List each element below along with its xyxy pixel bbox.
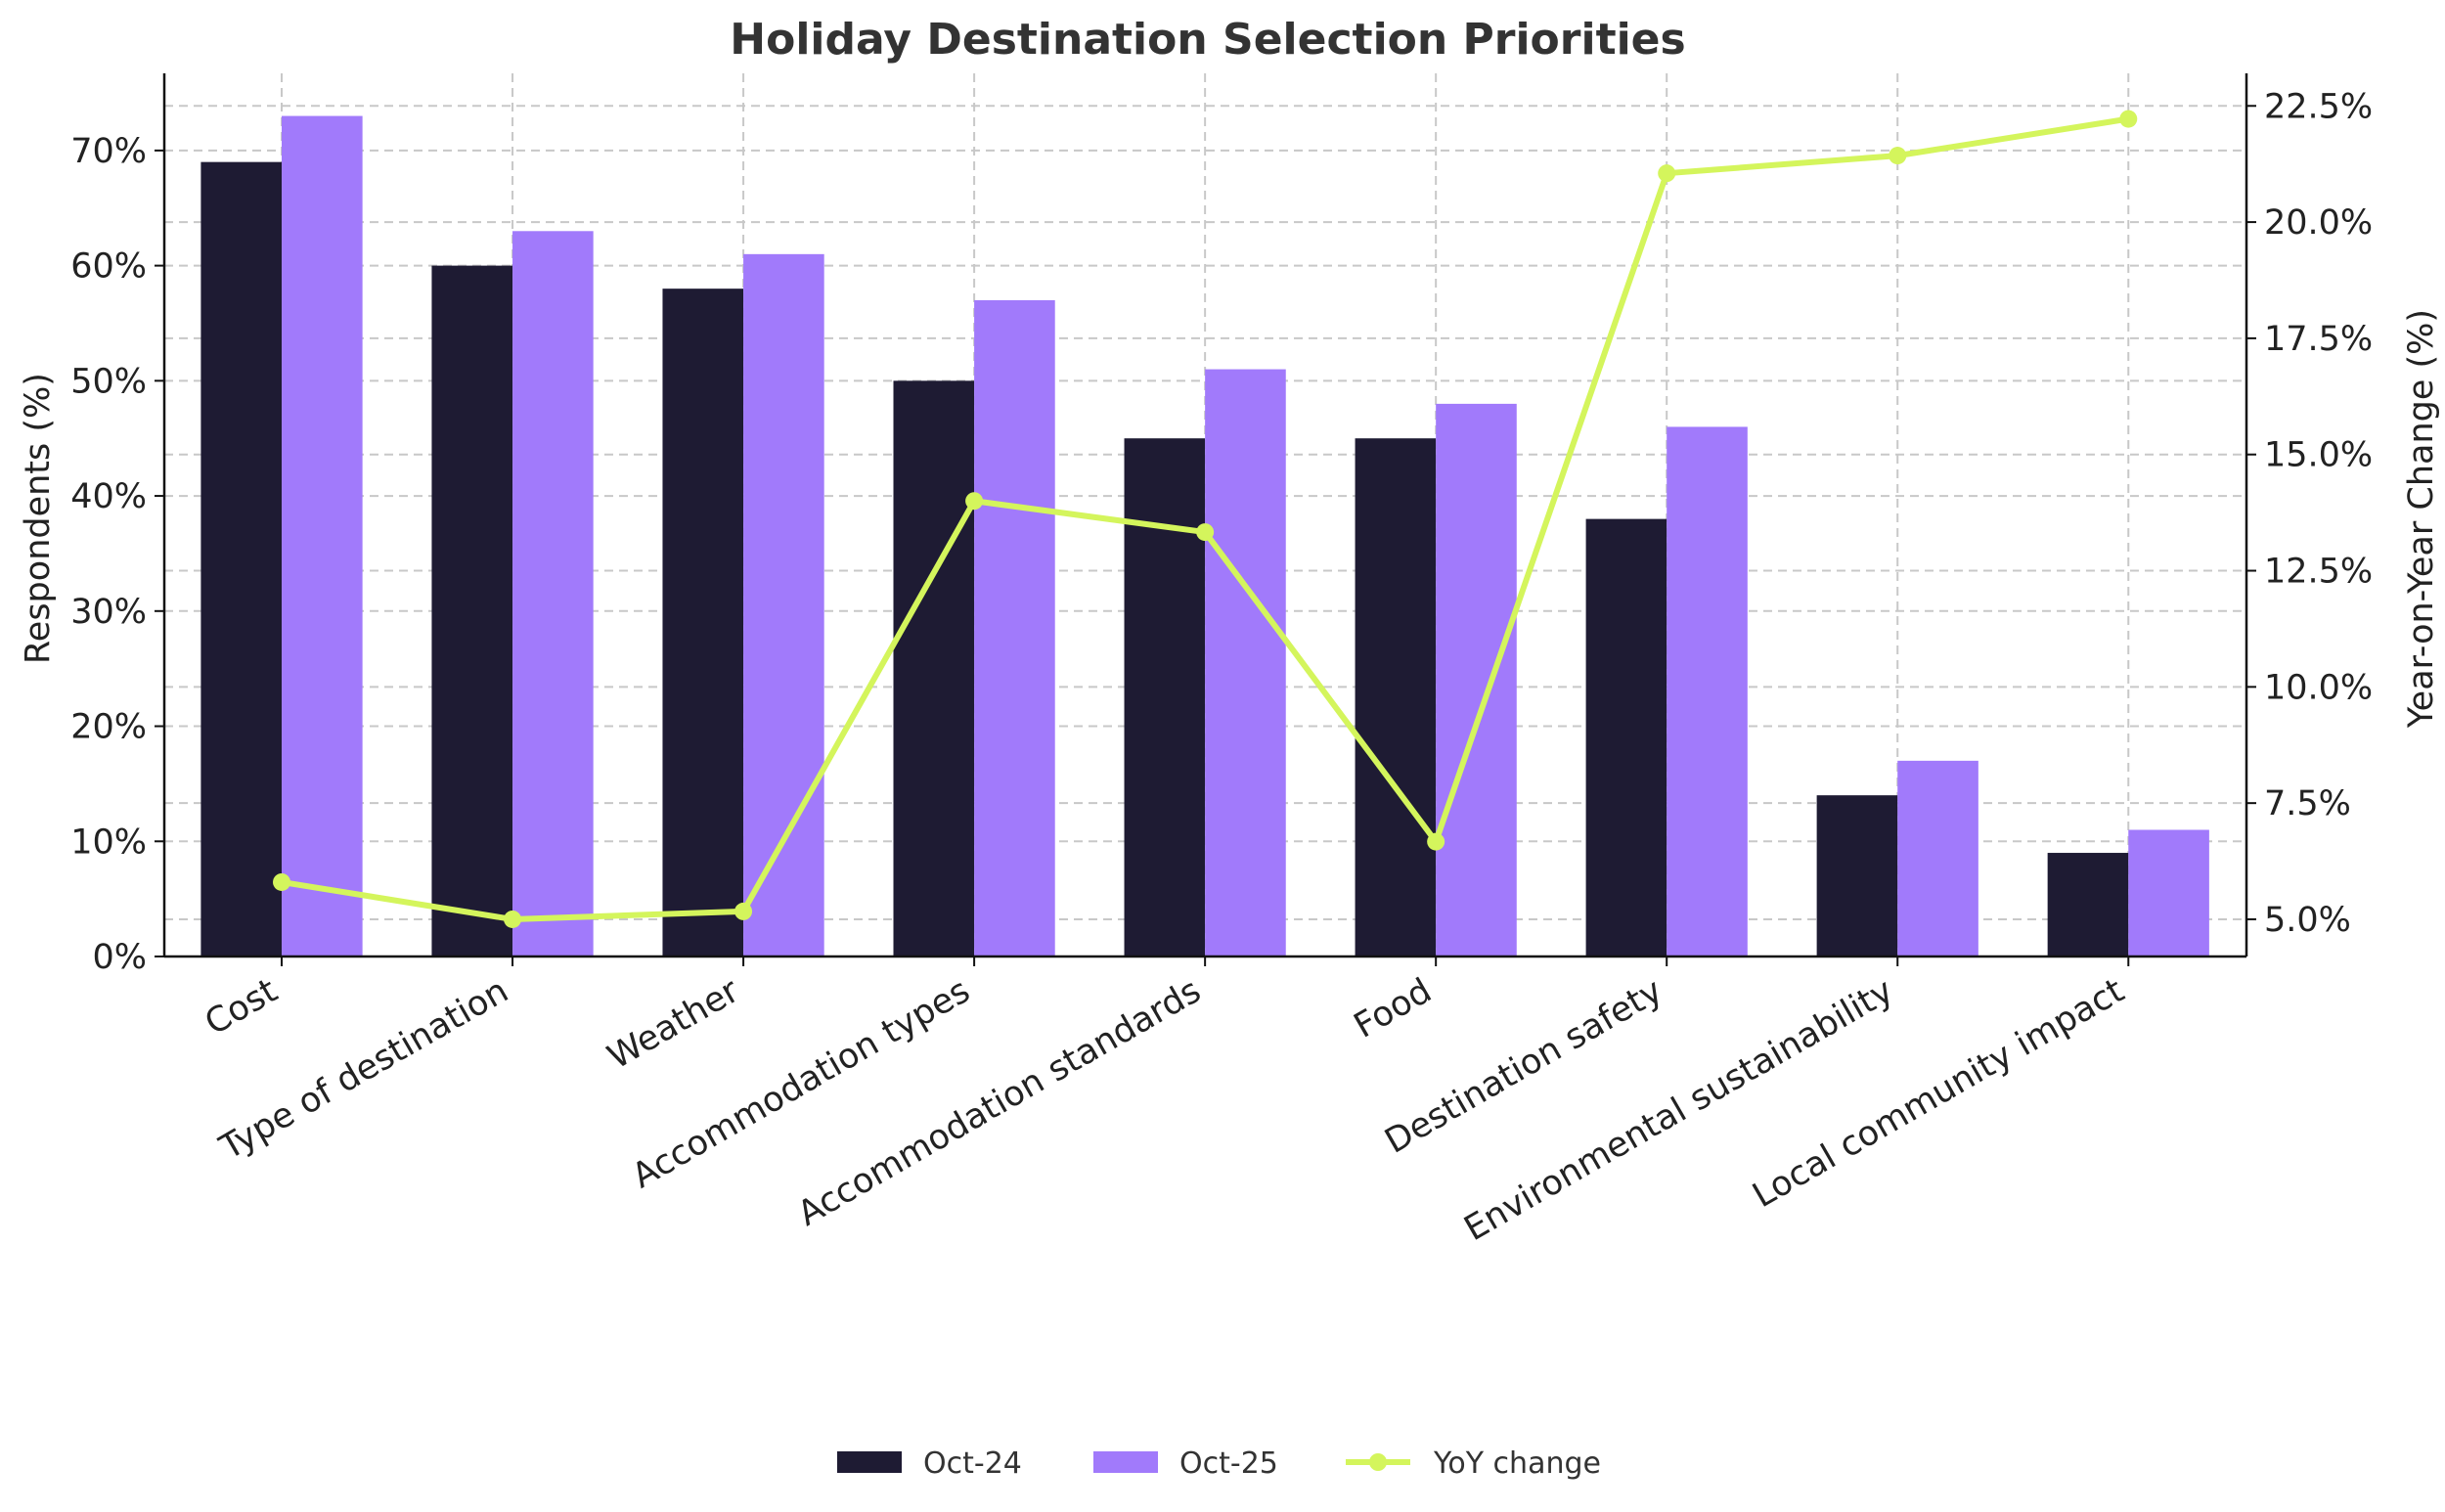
x-tick-label: Accommodation standards (791, 971, 1207, 1234)
bar-oct-25-3 (974, 299, 1055, 956)
bar-oct-24-5 (1355, 438, 1437, 956)
bar-oct-25-6 (1667, 426, 1748, 957)
y-tick-label: 70% (70, 132, 147, 171)
yoy-point-0 (273, 872, 291, 891)
bar-oct-25-1 (512, 231, 594, 956)
y-tick-label: 60% (70, 247, 147, 287)
bar-oct-24-1 (431, 265, 513, 957)
bar-oct-24-8 (2047, 853, 2129, 956)
x-tick-label: Cost (199, 971, 284, 1044)
y2-tick-label: 10.0% (2264, 668, 2373, 707)
legend-label-yoy: YoY change (1433, 1446, 1601, 1481)
yoy-point-2 (734, 902, 753, 920)
y2-axis-label: Year-on-Year Change (%) (2402, 309, 2441, 729)
y-tick-label: 30% (70, 593, 147, 632)
yoy-point-1 (504, 910, 522, 928)
legend-swatch-oct-25 (1093, 1451, 1158, 1473)
bar-oct-24-0 (200, 161, 283, 956)
yoy-point-4 (1196, 523, 1215, 542)
bar-oct-25-0 (282, 115, 363, 957)
y2-tick-label: 17.5% (2264, 320, 2373, 359)
x-tick-label: Food (1348, 971, 1439, 1046)
x-tick-label: Local community impact (1747, 971, 2131, 1216)
bar-oct-25-7 (1897, 760, 1978, 956)
legend: Oct-24 Oct-25 YoY change (837, 1446, 1601, 1481)
bar-oct-25-5 (1436, 403, 1517, 957)
y2-tick-label: 22.5% (2264, 87, 2373, 126)
legend-label-oct-25: Oct-25 (1179, 1446, 1278, 1481)
x-tick-label: Environmental sustainability (1458, 971, 1900, 1249)
bar-oct-25-4 (1205, 369, 1286, 956)
y-tick-label: 40% (70, 477, 147, 516)
y-axis-label: Respondents (%) (19, 373, 58, 664)
y2-tick-label: 20.0% (2264, 203, 2373, 243)
yoy-point-6 (1658, 164, 1676, 183)
bar-oct-24-2 (662, 289, 744, 957)
y-tick-label: 10% (70, 823, 147, 862)
yoy-point-5 (1427, 832, 1445, 851)
legend-label-oct-24: Oct-24 (923, 1446, 1022, 1481)
bars (200, 115, 2209, 957)
yoy-line-series (273, 110, 2138, 928)
bar-oct-24-4 (1124, 438, 1206, 956)
x-tick-label: Weather (601, 971, 746, 1078)
y-tick-label: 0% (92, 938, 147, 977)
y-tick-label: 20% (70, 708, 147, 747)
y2-tick-label: 7.5% (2264, 784, 2351, 823)
legend-swatch-yoy-marker (1369, 1453, 1387, 1471)
bar-oct-24-3 (893, 380, 975, 956)
chart-title: Holiday Destination Selection Priorities (730, 15, 1685, 65)
bar-oct-25-2 (743, 253, 824, 956)
bar-oct-24-7 (1816, 795, 1898, 956)
legend-swatch-oct-24 (837, 1451, 902, 1473)
y2-tick-label: 5.0% (2264, 901, 2351, 940)
yoy-point-3 (965, 492, 984, 511)
yoy-point-8 (2119, 110, 2138, 128)
bar-oct-25-8 (2128, 829, 2209, 956)
y2-tick-label: 15.0% (2264, 436, 2373, 475)
y-tick-label: 50% (70, 362, 147, 401)
yoy-point-7 (1889, 147, 1907, 165)
y2-tick-label: 12.5% (2264, 553, 2373, 592)
bar-oct-24-6 (1585, 518, 1667, 956)
